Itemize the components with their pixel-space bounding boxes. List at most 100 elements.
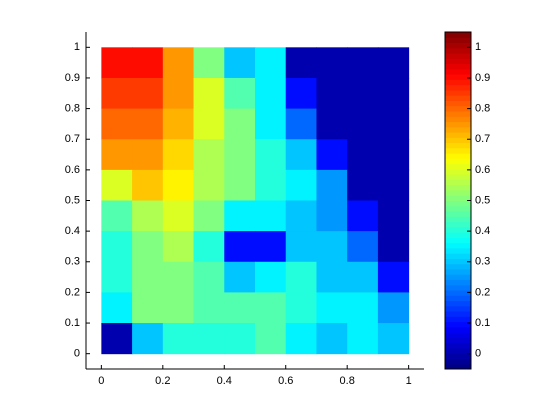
heatmap-cell	[285, 200, 317, 232]
heatmap-cell	[377, 261, 410, 293]
heatmap-cell	[193, 108, 225, 140]
heatmap-cell	[316, 323, 348, 355]
colorbar-swatch	[445, 74, 471, 80]
x-tick-label: 0.2	[155, 375, 170, 387]
colorbar-swatch	[445, 32, 471, 38]
colorbar-swatch	[445, 274, 471, 280]
heatmap-cell	[377, 323, 410, 355]
colorbar-swatch	[445, 179, 471, 186]
y-tick-label: 0.1	[65, 317, 80, 329]
heatmap-cell	[316, 261, 348, 293]
heatmap-cell	[285, 77, 317, 110]
heatmap-cell	[285, 231, 317, 263]
colorbar-tick-label: 0	[475, 348, 481, 360]
colorbar-swatch	[445, 89, 471, 96]
heatmap-cell	[255, 77, 287, 110]
colorbar-tick-label: 0.7	[475, 133, 490, 145]
heatmap-cell	[377, 77, 410, 110]
colorbar-swatch	[445, 163, 471, 170]
y-tick-label: 0.8	[65, 102, 80, 114]
heatmap-cell	[101, 323, 133, 355]
heatmap-cell	[101, 261, 133, 293]
colorbar-swatch	[445, 53, 471, 59]
colorbar-tick-label: 0.3	[475, 256, 490, 268]
heatmap-cell	[316, 200, 348, 232]
heatmap-cell	[193, 231, 225, 263]
heatmap-cell	[162, 47, 195, 79]
heatmap-cell	[377, 200, 410, 232]
heatmap-cell	[101, 139, 133, 171]
colorbar-swatch	[445, 100, 471, 107]
colorbar-swatch	[445, 279, 471, 286]
heatmap-cell	[347, 261, 379, 293]
colorbar-swatch	[445, 158, 471, 165]
heatmap-cell	[162, 231, 195, 263]
colorbar-swatch	[445, 295, 471, 302]
y-tick-label: 0.9	[65, 72, 80, 84]
y-tick-label: 0.2	[65, 286, 80, 298]
colorbar-tick-label: 0.4	[475, 225, 490, 237]
colorbar-tick-label: 0.6	[475, 164, 490, 176]
heatmap-cell	[255, 200, 287, 232]
heatmap-cell	[224, 200, 256, 232]
heatmap-cell	[101, 47, 133, 79]
heatmap-cell	[255, 231, 287, 263]
colorbar-swatch	[445, 95, 471, 101]
colorbar-swatch	[445, 237, 471, 244]
colorbar-swatch	[445, 189, 471, 196]
heatmap-cell	[162, 292, 195, 324]
colorbar-swatch	[445, 58, 471, 65]
heatmap-cell	[224, 108, 256, 140]
colorbar-swatch	[445, 268, 471, 275]
colorbar-swatch	[445, 184, 471, 191]
heatmap-cell	[285, 292, 317, 324]
heatmap-cell	[316, 169, 348, 201]
x-tick-label: 0	[98, 375, 104, 387]
heatmap-cell	[224, 292, 256, 324]
colorbar-swatch	[445, 332, 471, 338]
heatmap-cell	[162, 200, 195, 232]
y-tick-label: 0.5	[65, 194, 80, 206]
heatmap-cell	[101, 231, 133, 263]
heatmap-cell	[285, 323, 317, 355]
y-tick-label: 1	[74, 41, 80, 53]
colorbar-swatch	[445, 121, 471, 128]
heatmap-cell	[193, 200, 225, 232]
colorbar-swatch	[445, 116, 471, 123]
colorbar-swatch	[445, 211, 471, 217]
heatmap-cell	[132, 108, 164, 140]
y-tick-label: 0.4	[65, 225, 80, 237]
heatmap-cell	[193, 77, 225, 110]
colorbar-swatch	[445, 300, 471, 307]
colorbar-tick-label: 0.1	[475, 317, 490, 329]
colorbar-swatch	[445, 37, 471, 44]
colorbar-swatch	[445, 205, 471, 212]
heatmap-cell	[255, 261, 287, 293]
colorbar-swatch	[445, 226, 471, 233]
heatmap-cell	[347, 139, 379, 171]
colorbar-swatch	[445, 84, 471, 91]
heatmap-cell	[224, 261, 256, 293]
colorbar-swatch	[445, 126, 471, 133]
heatmap-cell	[101, 77, 133, 110]
heatmap-cell	[193, 47, 225, 79]
heatmap-cell	[255, 47, 287, 79]
heatmap-cell	[224, 231, 256, 263]
colorbar-swatch	[445, 363, 471, 370]
heatmap-cell	[347, 169, 379, 201]
heatmap-cell	[132, 139, 164, 171]
colorbar-swatch	[445, 195, 471, 201]
heatmap-cell	[224, 169, 256, 201]
colorbar-swatch	[445, 326, 471, 333]
y-tick-label: 0.3	[65, 256, 80, 268]
heatmap-cell	[224, 47, 256, 79]
heatmap-cell	[347, 292, 379, 324]
colorbar-swatch	[445, 137, 471, 144]
colorbar-swatch	[445, 232, 471, 238]
heatmap-cell	[285, 108, 317, 140]
heatmap-cell	[316, 108, 348, 140]
heatmap-cell	[316, 292, 348, 324]
colorbar-swatch	[445, 316, 471, 323]
colorbar-swatch	[445, 105, 471, 112]
